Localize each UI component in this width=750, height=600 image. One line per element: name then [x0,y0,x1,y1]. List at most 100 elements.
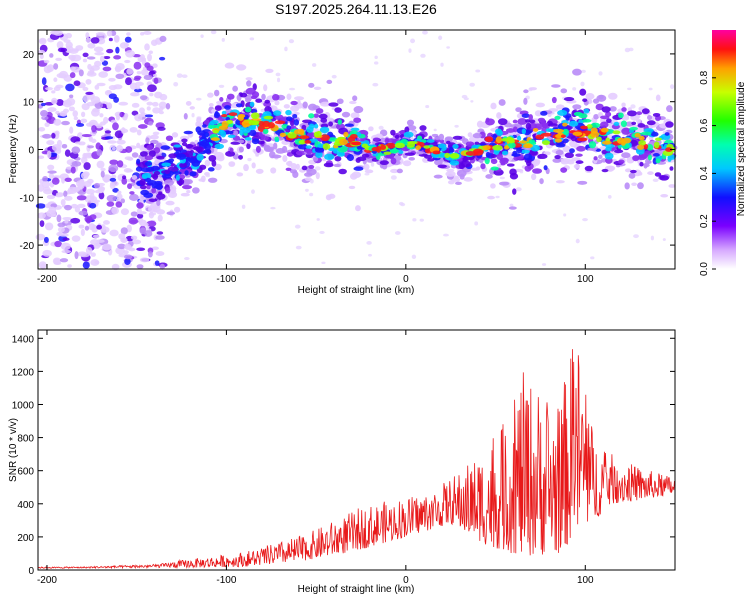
spectrogram-cell [396,168,403,174]
spectrogram-cell [90,259,100,266]
spectrogram-cell [56,139,63,147]
spectrogram-cell [469,82,475,87]
spectrogram-cell [338,168,347,175]
spectrogram-cell [398,150,404,155]
spectrogram-x-axis: -200 -100 0 100 [37,30,594,285]
spectrogram-cell [151,187,157,194]
spectrogram-cell [553,128,564,133]
spectrogram-cell [85,91,94,96]
spectrogram-cell [265,68,274,74]
spectrogram-cell [91,125,97,133]
spectrogram-cell [238,154,243,160]
spectrogram-cell [165,200,175,206]
spectrogram-cell [293,96,305,101]
spectrogram-cell [74,251,79,260]
spectrogram-cell [83,180,92,188]
spectrogram-cell [583,108,590,114]
spectrogram-cell [284,46,288,52]
spectrogram-cell [204,159,211,167]
spectrogram-cell [364,173,370,176]
spectrogram-cell [312,63,317,67]
spectrogram-cell [70,136,81,143]
snr-x-tick-label: -100 [216,575,236,586]
spectrogram-cell [328,147,339,152]
spectrogram-cell [524,130,533,134]
spectrogram-cell [346,153,354,162]
spectrogram-cell [419,218,424,222]
spectrogram-cell [128,217,139,225]
spectrogram-cell [292,171,299,179]
spectrogram-cell [175,149,182,154]
spectrogram-cell [503,145,510,150]
spectrogram-cell [144,230,153,237]
spectrogram-cell [82,94,89,103]
spectrogram-cell [270,167,277,174]
spectrogram-cell [628,172,636,179]
spectrogram-cell [237,114,246,118]
spectrogram-cell [353,166,364,171]
spectrogram-cell [106,48,114,54]
spectrogram-cell [198,178,206,182]
spectrogram-cell [400,202,406,207]
spectrogram-cell [51,177,60,185]
spectrogram-cell [349,173,358,180]
spectrogram-cell [139,219,147,227]
spectrogram-cell [523,153,533,161]
spectrogram-cell [38,127,46,132]
spectrogram-cell [133,77,141,81]
spectrogram-cell [142,57,147,62]
spectrogram-cell [490,166,499,171]
spectrogram-cell [587,147,597,151]
spectrogram-cell [653,141,660,149]
spectrogram-cell [490,102,497,110]
spectrogram-cell [631,121,637,126]
spectrogram-cell [496,130,503,136]
spectrogram-cell [207,92,214,98]
spectrogram-cell [195,97,202,101]
spectrogram-cell [218,125,228,131]
spectrogram-cell [390,129,396,136]
spectrogram-cell [226,119,234,125]
spectrogram-cell [370,162,375,167]
spectrogram-cell [120,208,129,216]
spectrogram-cell [159,263,165,270]
spectrogram-cell [72,186,81,193]
spectrogram-cell [213,111,221,119]
spectrogram-cell [207,167,215,172]
spectrogram-cell [106,102,113,110]
spectrogram-cell [50,30,60,35]
spectrogram-x-tick-label: -100 [216,274,236,285]
spectrogram-cell [202,124,207,128]
spectrogram-cell [562,138,569,144]
spectrogram-cell [315,108,324,114]
spectrogram-cell [40,263,46,270]
spectrogram-cell [181,138,188,143]
spectrogram-cell [446,168,455,173]
spectrogram-cell [131,239,142,245]
spectrogram-cell [652,112,661,117]
spectrogram-cell [307,103,318,111]
spectrogram-cell [229,147,234,153]
spectrogram-cell [582,98,588,103]
spectrogram-cell [71,161,82,167]
spectrogram-cell [113,35,120,43]
spectrogram-cell [302,101,308,109]
spectrogram-cell [113,55,122,60]
spectrogram-cell [295,150,307,156]
spectrogram-cell [249,37,255,41]
spectrogram-cell [120,227,128,235]
spectrogram-cell [165,187,171,194]
spectrogram-cell [521,128,527,135]
spectrogram-cell [37,49,46,54]
spectrogram-cell [74,206,81,213]
spectrogram-cell [295,245,302,250]
spectrogram-cell [621,107,627,112]
spectrogram-cell [85,217,92,224]
spectrogram-y-label: Frequency (Hz) [8,115,19,184]
spectrogram-cell [331,74,337,79]
spectrogram-cell [655,94,661,102]
spectrogram-cell [604,152,614,160]
spectrogram-cell [627,87,632,91]
spectrogram-cell [136,202,144,209]
spectrogram-cell [203,132,210,138]
